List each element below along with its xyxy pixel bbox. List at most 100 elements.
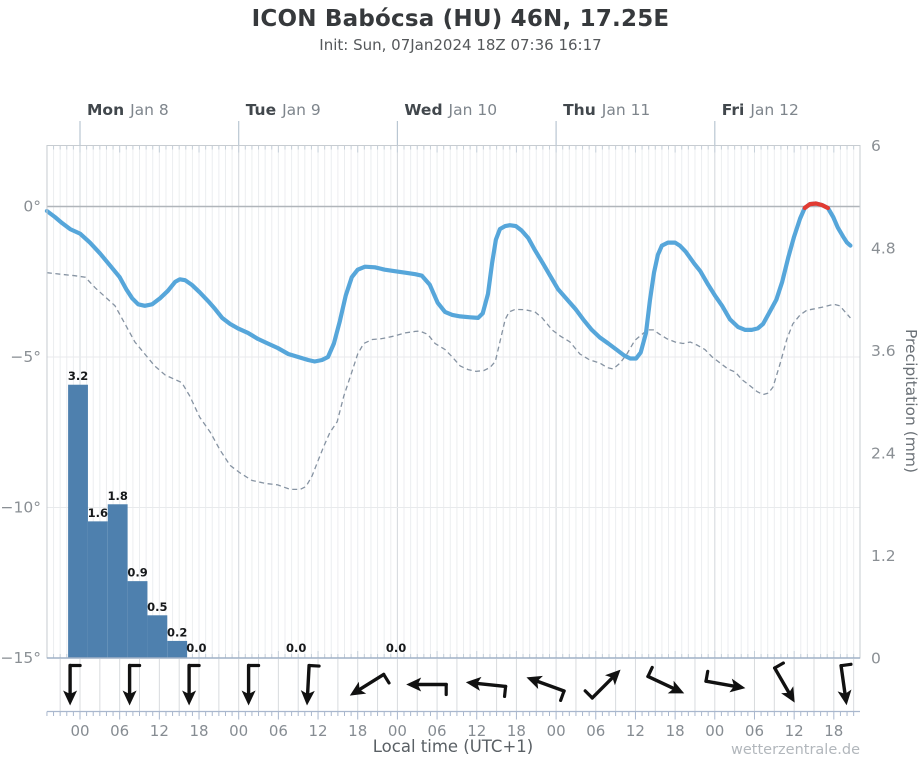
wind-arrow-head: [406, 677, 422, 692]
hour-label: 06: [269, 722, 288, 740]
wind-arrow-row: [59, 659, 855, 711]
x-axis-title: Local time (UTC+1): [373, 737, 533, 756]
day-label: Thu Jan 11: [563, 101, 650, 119]
wind-arrow-tail-tick: [646, 665, 654, 679]
hour-label: 12: [785, 722, 804, 740]
precip-bar-value: 3.2: [68, 369, 88, 383]
precip-bar: [127, 581, 148, 658]
model-init-subtitle: Init: Sun, 07Jan2024 18Z 07:36 16:17: [319, 36, 602, 54]
wind-arrow-head: [781, 686, 795, 703]
wind-arrow-shaft: [646, 674, 677, 691]
hour-label: 00: [70, 722, 89, 740]
temperature-curve: [44, 201, 853, 364]
day-labels: Mon Jan 8 Tue Jan 9 Wed Jan 10 Thu Jan 11 Fri Jan…: [79, 101, 799, 146]
wind-arrow-shaft: [839, 663, 847, 698]
hour-label: 12: [150, 722, 169, 740]
wind-arrow-tail-tick: [773, 661, 785, 670]
hour-label: 06: [586, 722, 605, 740]
temp-tick-label: 0°: [23, 198, 41, 216]
above-zero-line: [802, 201, 830, 211]
hour-label: 00: [388, 722, 407, 740]
precip-tick-label: 4.8: [871, 240, 896, 258]
precip-bar-value: 0.2: [167, 625, 187, 639]
hour-label: 18: [507, 722, 526, 740]
precipitation-bars: 3.2 1.61.8 0.9 0.50.2 0.0 0.0 0.0: [68, 369, 406, 658]
precip-bar: [107, 504, 128, 658]
precip-bar: [167, 640, 188, 658]
day-label: Wed Jan 10: [404, 101, 497, 119]
wind-arrow-head: [604, 669, 621, 686]
precip-bar-value: 0.9: [127, 566, 147, 580]
wind-arrow: [182, 663, 201, 706]
wind-arrow: [406, 677, 448, 697]
wind-arrow: [300, 663, 321, 706]
hour-label: 00: [229, 722, 248, 740]
hour-label: 18: [666, 722, 685, 740]
wind-arrow-head: [182, 690, 197, 706]
wind-arrow: [63, 663, 82, 706]
wind-arrow-head: [667, 680, 685, 694]
wind-arrow: [837, 662, 853, 706]
precip-zero-label: 0.0: [186, 641, 206, 655]
page-title: ICON Babócsa (HU) 46N, 17.25E: [251, 6, 670, 32]
wind-arrow-tail-tick: [839, 662, 853, 668]
plot-border: [46, 145, 861, 659]
hour-label: 12: [626, 722, 645, 740]
wind-arrow: [241, 663, 261, 706]
wind-arrow-head: [349, 681, 367, 696]
wind-arrow-tail-tick: [583, 689, 594, 700]
wind-arrow: [349, 672, 391, 696]
bottom-axis: 00 06 12 18 00 06 12 18 00 06 12 18 00 06 12 18 00 06 12 18: [46, 710, 860, 740]
wind-arrow-shaft: [773, 666, 792, 696]
wind-arrow-shaft: [305, 663, 311, 698]
precip-bar-value: 1.6: [88, 506, 108, 520]
day-label: Fri Jan 12: [722, 101, 799, 119]
temp-tick-label: −15°: [1, 649, 41, 667]
wind-arrow-shaft: [704, 679, 738, 689]
precip-tick-label: 2.4: [871, 445, 896, 463]
temperature-line: [44, 201, 853, 364]
temp-tick-label: −10°: [1, 499, 41, 517]
wind-arrow-head: [122, 690, 137, 706]
watermark: wetterzentrale.de: [731, 742, 860, 758]
wind-arrow-head: [465, 676, 482, 691]
temperature-axis-labels: 0° −5° −10° −15°: [1, 198, 41, 668]
wind-arrow-tail-tick: [559, 689, 566, 702]
wind-arrow-tail-tick: [704, 669, 710, 683]
hour-label: 18: [824, 722, 843, 740]
precip-zero-label: 0.0: [286, 641, 306, 655]
precip-bar: [87, 521, 108, 658]
dew-point-line: [46, 272, 851, 491]
wind-arrow: [646, 665, 685, 694]
above-zero-segment: [802, 201, 830, 211]
hour-label: 18: [348, 722, 367, 740]
wind-arrow: [704, 669, 746, 693]
wind-arrow-head: [241, 690, 256, 706]
hour-label: 00: [547, 722, 566, 740]
wind-arrow-head: [63, 690, 78, 706]
temp-tick-label: −5°: [10, 348, 41, 366]
day-label: Tue Jan 9: [246, 101, 321, 119]
wind-arrow-head: [729, 678, 746, 693]
precipitation-axis-labels: 6 4.8 3.6 2.4 1.2 0: [871, 137, 896, 667]
hour-label: 00: [705, 722, 724, 740]
wind-arrow-shaft: [474, 681, 508, 689]
precip-tick-label: 0: [871, 650, 881, 668]
wind-arrow: [583, 669, 621, 700]
hour-label: 06: [745, 722, 764, 740]
hour-label: 06: [110, 722, 129, 740]
wind-arrow-tail-tick: [502, 684, 508, 699]
precip-tick-label: 6: [871, 137, 881, 155]
wind-arrow-head: [526, 675, 543, 690]
hour-label: 06: [428, 722, 447, 740]
wind-arrow-shaft: [356, 672, 386, 693]
precipitation-axis-title: Precipitation (mm): [902, 329, 920, 473]
plot-frame: [46, 145, 861, 659]
hour-label: 12: [309, 722, 328, 740]
hour-label: 12: [467, 722, 486, 740]
wind-arrow-head: [300, 690, 315, 706]
wind-arrow-tail-tick: [382, 672, 391, 685]
precip-tick-label: 1.2: [871, 547, 896, 565]
precip-bar-value: 1.8: [108, 489, 128, 503]
